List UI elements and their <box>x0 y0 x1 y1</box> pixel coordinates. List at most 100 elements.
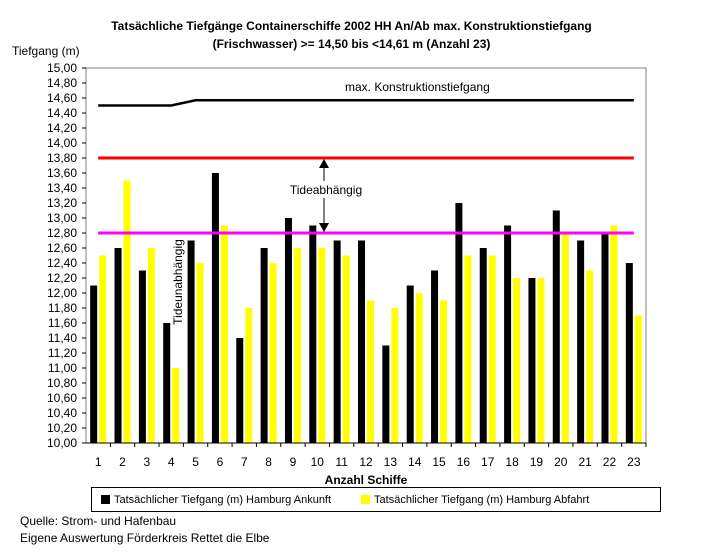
bar-ankunft <box>284 218 292 443</box>
y-tick-label: 10,00 <box>47 436 77 450</box>
y-tick-label: 11,80 <box>48 301 77 315</box>
x-tick-label: 19 <box>530 455 544 469</box>
y-tick-label: 10,60 <box>47 391 77 405</box>
x-tick-label: 9 <box>290 455 297 469</box>
x-tick-label: 10 <box>311 455 325 469</box>
bar-abfahrt <box>147 248 155 443</box>
source-line1: Quelle: Strom- und Hafenbau <box>20 514 177 528</box>
bar-abfahrt <box>513 278 521 443</box>
legend-swatch-ankunft <box>101 495 110 504</box>
y-tick-label: 10,20 <box>47 421 77 435</box>
bar-abfahrt <box>367 300 374 443</box>
x-axis-label: Anzahl Schiffe <box>325 473 408 487</box>
legend: Tatsächlicher Tiefgang (m) Hamburg Ankun… <box>91 487 661 512</box>
tideabhaengig-label-bg <box>286 181 366 198</box>
bar-ankunft <box>528 278 536 443</box>
bar-ankunft <box>577 240 585 443</box>
bar-abfahrt <box>464 255 472 443</box>
bar-ankunft <box>601 233 609 443</box>
y-tick-label: 14,00 <box>47 136 77 150</box>
bar-abfahrt <box>196 263 204 443</box>
bar-abfahrt <box>537 278 545 443</box>
bar-ankunft <box>358 240 365 443</box>
y-tick-label: 11,40 <box>48 331 77 345</box>
y-tick-label: 12,40 <box>47 256 77 270</box>
tideabhaengig-label: Tideabhängig <box>290 183 362 197</box>
bar-ankunft <box>455 203 463 443</box>
chart-title-line2: (Frischwasser) >= 14,50 bis <14,61 m (An… <box>212 37 491 51</box>
bar-ankunft <box>138 270 146 443</box>
x-tick-label: 4 <box>168 455 175 469</box>
x-tick-label: 8 <box>265 455 272 469</box>
y-tick-label: 13,60 <box>47 166 77 180</box>
bar-abfahrt <box>440 300 448 443</box>
x-tick-label: 6 <box>217 455 224 469</box>
y-tick-label: 10,80 <box>47 376 77 390</box>
bar-abfahrt <box>342 255 350 443</box>
max-konstruktionstiefgang-label: max. Konstruktionstiefgang <box>345 80 490 94</box>
x-tick-label: 18 <box>505 455 519 469</box>
bar-ankunft <box>90 285 98 443</box>
bar-ankunft <box>382 345 390 443</box>
bar-abfahrt <box>586 270 594 443</box>
legend-swatch-abfahrt <box>361 495 371 504</box>
bar-ankunft <box>211 173 219 443</box>
y-tick-label: 15,00 <box>47 61 77 75</box>
max-konstruktionstiefgang-line <box>98 99 634 107</box>
bar-abfahrt <box>391 308 399 443</box>
bar-abfahrt <box>318 248 326 443</box>
bar-abfahrt <box>269 263 277 443</box>
y-tick-label: 13,40 <box>47 181 77 195</box>
bar-ankunft <box>187 240 195 443</box>
x-tick-label: 3 <box>144 455 151 469</box>
tide-arrow-head-up <box>319 159 329 168</box>
x-tick-label: 7 <box>241 455 248 469</box>
bar-ankunft <box>309 225 317 443</box>
bar-ankunft <box>431 270 439 443</box>
y-tick-label: 12,00 <box>47 286 77 300</box>
bar-ankunft <box>504 225 512 443</box>
y-tick-label: 12,80 <box>47 226 77 240</box>
legend-item-abfahrt: Tatsächlicher Tiefgang (m) Hamburg Abfah… <box>361 494 589 506</box>
bar-ankunft <box>479 248 487 443</box>
y-tick-label: 11,60 <box>48 316 77 330</box>
legend-label-ankunft: Tatsächlicher Tiefgang (m) Hamburg Ankun… <box>114 493 332 506</box>
bar-abfahrt <box>172 368 180 443</box>
x-tick-label: 12 <box>359 455 373 469</box>
y-tick-label: 11,00 <box>48 361 77 375</box>
bar-abfahrt <box>99 255 107 443</box>
y-tick-label: 14,40 <box>47 106 77 120</box>
bar-abfahrt <box>220 225 228 443</box>
chart-title-line1: Tatsächliche Tiefgänge Containerschiffe … <box>111 19 592 33</box>
y-tick-label: 14,80 <box>47 76 77 90</box>
legend-label-abfahrt: Tatsächlicher Tiefgang (m) Hamburg Abfah… <box>374 493 590 506</box>
bar-ankunft <box>625 263 633 443</box>
bar-abfahrt <box>610 225 618 443</box>
x-tick-label: 15 <box>432 455 446 469</box>
bar-ankunft <box>552 210 560 443</box>
bar-ankunft <box>333 240 341 443</box>
y-tick-label: 13,20 <box>47 196 77 210</box>
x-tick-label: 14 <box>408 455 422 469</box>
y-tick-label: 14,20 <box>47 121 77 135</box>
x-tick-label: 20 <box>554 455 568 469</box>
bar-ankunft <box>236 338 244 443</box>
x-tick-label: 5 <box>192 455 199 469</box>
bar-abfahrt <box>123 180 131 443</box>
y-tick-label: 11,20 <box>48 346 77 360</box>
bar-ankunft <box>114 248 122 443</box>
x-tick-label: 16 <box>457 455 471 469</box>
y-tick-label: 14,60 <box>47 91 77 105</box>
bar-abfahrt <box>488 255 496 443</box>
x-tick-label: 22 <box>603 455 617 469</box>
bar-abfahrt <box>634 315 642 443</box>
bar-ankunft <box>163 323 171 443</box>
tide-arrow-head-down <box>319 223 329 232</box>
x-tick-label: 23 <box>627 455 641 469</box>
y-tick-label: 13,00 <box>47 211 77 225</box>
y-tick-label: 10,40 <box>47 406 77 420</box>
bar-ankunft <box>406 285 414 443</box>
x-tick-label: 1 <box>95 455 102 469</box>
legend-item-ankunft: Tatsächlicher Tiefgang (m) Hamburg Ankun… <box>101 494 331 506</box>
